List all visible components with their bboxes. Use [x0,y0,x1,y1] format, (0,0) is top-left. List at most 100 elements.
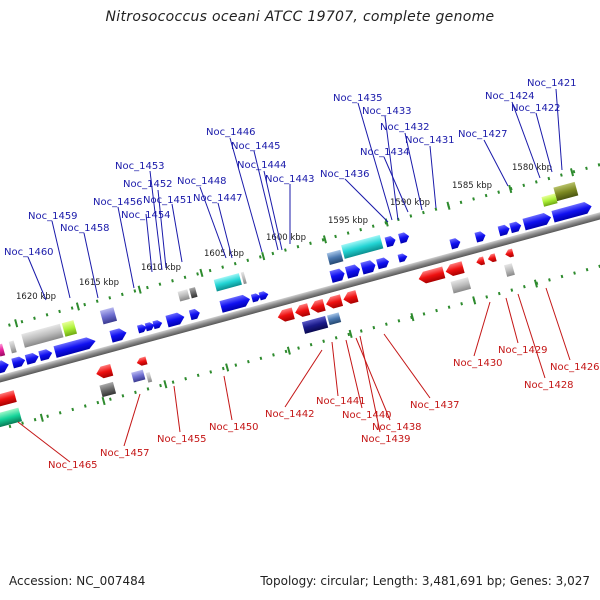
feature-block-steel [326,249,344,265]
gene-arrow-forward [109,328,127,343]
gene-arrow-reverse [505,248,515,258]
feature-block-gray [504,263,515,277]
gene-label: Noc_1454 [121,210,171,221]
gene-arrow-forward [137,324,147,334]
gene-label: Noc_1424 [485,91,535,102]
scale-label: 1600 kbp [266,233,306,243]
gene-arrow-forward [384,236,396,248]
gene-arrow-forward [398,232,410,244]
scale-label: 1615 kbp [79,278,119,288]
gene-arrow-forward [522,213,552,231]
accession-text: Accession: NC_007484 [9,574,146,588]
feature-block-purple [99,307,118,325]
gene-label: Noc_1433 [362,106,412,117]
reverse-strand-genes [0,248,515,409]
feature-block-gray [8,340,17,354]
gene-label: Noc_1459 [28,211,78,222]
gene-label: Noc_1426 [550,362,600,373]
gene-arrow-forward [11,356,26,369]
upper-tick-track [0,159,600,341]
genome-backbone [0,194,600,401]
gene-label: Noc_1428 [524,380,574,391]
gene-label: Noc_1438 [372,422,422,433]
gene-arrow-forward [376,257,389,270]
gene-label: Noc_1427 [458,129,508,140]
gene-arrow-reverse [476,256,486,266]
gene-label: Noc_1432 [380,122,430,133]
gene-arrow-forward [24,352,39,365]
gene-arrow-forward [258,291,269,301]
scale-label: 1585 kbp [452,181,492,191]
scale-label: 1620 kbp [16,292,56,302]
gene-label: Noc_1429 [498,345,548,356]
gene-label: Noc_1437 [410,400,460,411]
scale-label: 1595 kbp [328,216,368,226]
gene-label: Noc_1444 [237,160,287,171]
feature-block-gray [240,271,247,285]
gene-arrow-reverse [487,253,497,263]
feature-block-gray [145,371,153,383]
scale-label: 1610 kbp [141,263,181,273]
gene-label: Noc_1460 [4,247,54,258]
gene-label: Noc_1455 [157,434,207,445]
feature-block-lime [541,193,558,207]
gene-arrow-forward [144,322,155,332]
bottom-leader-lines [17,287,571,463]
gene-arrow-reverse [277,307,295,322]
lower-major-ticks [39,279,538,422]
scale-label: 1580 kbp [512,163,552,173]
gene-arrow-reverse [445,261,465,277]
gene-arrow-forward [449,238,461,250]
feature-block-cyan [213,273,242,292]
gene-label: Noc_1443 [265,174,315,185]
feature-block-gray [450,277,472,294]
gene-label: Noc_1442 [265,409,315,420]
gene-arrow-forward [360,260,376,275]
gene-arrow-forward [188,308,200,321]
reverse-features [0,263,515,432]
feature-block-cyan [341,234,384,259]
feature-block-navy [301,315,329,334]
gene-arrow-forward [551,202,592,223]
gene-label: Noc_1448 [177,176,227,187]
feature-block-dark [189,287,198,299]
feature-block-gray [21,323,64,348]
gene-arrow-reverse [310,299,326,313]
gene-arrow-forward [474,231,486,243]
gene-label: Noc_1447 [193,193,243,204]
gene-arrow-forward [509,221,522,234]
gene-label: Noc_1439 [361,434,411,445]
feature-block-purple [131,369,146,383]
gene-arrow-reverse [136,356,148,366]
gene-arrow-forward [152,320,163,330]
gene-label: Noc_1421 [527,78,577,89]
feature-block-pink [0,343,6,357]
gene-label: Noc_1451 [143,195,193,206]
feature-block-steel [326,312,342,326]
gene-arrow-forward [344,264,361,279]
gene-label: Noc_1445 [231,141,281,152]
feature-block-lime [61,320,78,337]
gene-arrow-reverse [0,390,17,409]
gene-arrow-forward [53,337,96,358]
gene-arrow-forward [329,268,345,283]
gene-arrow-reverse [295,303,311,317]
gene-label: Noc_1441 [316,396,366,407]
top-leader-lines [27,88,563,301]
gene-label: Noc_1440 [342,410,392,421]
lower-tick-track [0,253,600,435]
bottom-strand-labels: Noc_1465 Noc_1457 Noc_1455 Noc_1450 Noc_… [48,345,600,471]
feature-block-olive [553,181,579,202]
gene-label: Noc_1453 [115,161,165,172]
gene-arrow-forward [497,224,510,237]
gene-label: Noc_1422 [511,103,561,114]
gene-arrow-forward [219,294,251,313]
gene-arrow-reverse [343,290,359,304]
gene-label: Noc_1465 [48,460,98,471]
feature-block-teal [0,407,23,432]
gene-arrow-forward [250,293,261,303]
top-strand-labels: Noc_1460 Noc_1459 Noc_1458 Noc_1456 Noc_… [4,78,577,258]
gene-arrow-forward [38,349,53,362]
gene-label: Noc_1436 [320,169,370,180]
